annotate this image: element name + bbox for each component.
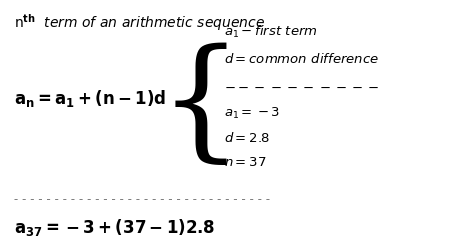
Text: $a_1 - \mathit{first\ term}$: $a_1 - \mathit{first\ term}$	[224, 24, 317, 40]
Text: $\mathbf{a_n = a_1 + (n-1)d}$: $\mathbf{a_n = a_1 + (n-1)d}$	[14, 87, 167, 109]
Text: $n = 37$: $n = 37$	[224, 156, 266, 170]
Text: $d = \mathit{common\ difference}$: $d = \mathit{common\ difference}$	[224, 52, 378, 66]
Text: - - - - - - - - - - - - - - - - - - - - - - - - - - - - - - - -: - - - - - - - - - - - - - - - - - - - - …	[14, 193, 270, 206]
Text: $d = 2.8$: $d = 2.8$	[224, 131, 270, 146]
Text: $\mathbf{a_{37} = -3 + (37-1)2.8}$: $\mathbf{a_{37} = -3 + (37-1)2.8}$	[14, 217, 215, 238]
Text: {: {	[158, 42, 242, 171]
Text: $a_1 = -3$: $a_1 = -3$	[224, 106, 280, 122]
Text: $- - - - - - - - - -$: $- - - - - - - - - -$	[224, 80, 379, 94]
Text: $\mathrm{n}^{\mathbf{th}}$  $\mathit{term\ of\ an\ arithmetic\ sequence}$: $\mathrm{n}^{\mathbf{th}}$ $\mathit{term…	[14, 12, 265, 33]
